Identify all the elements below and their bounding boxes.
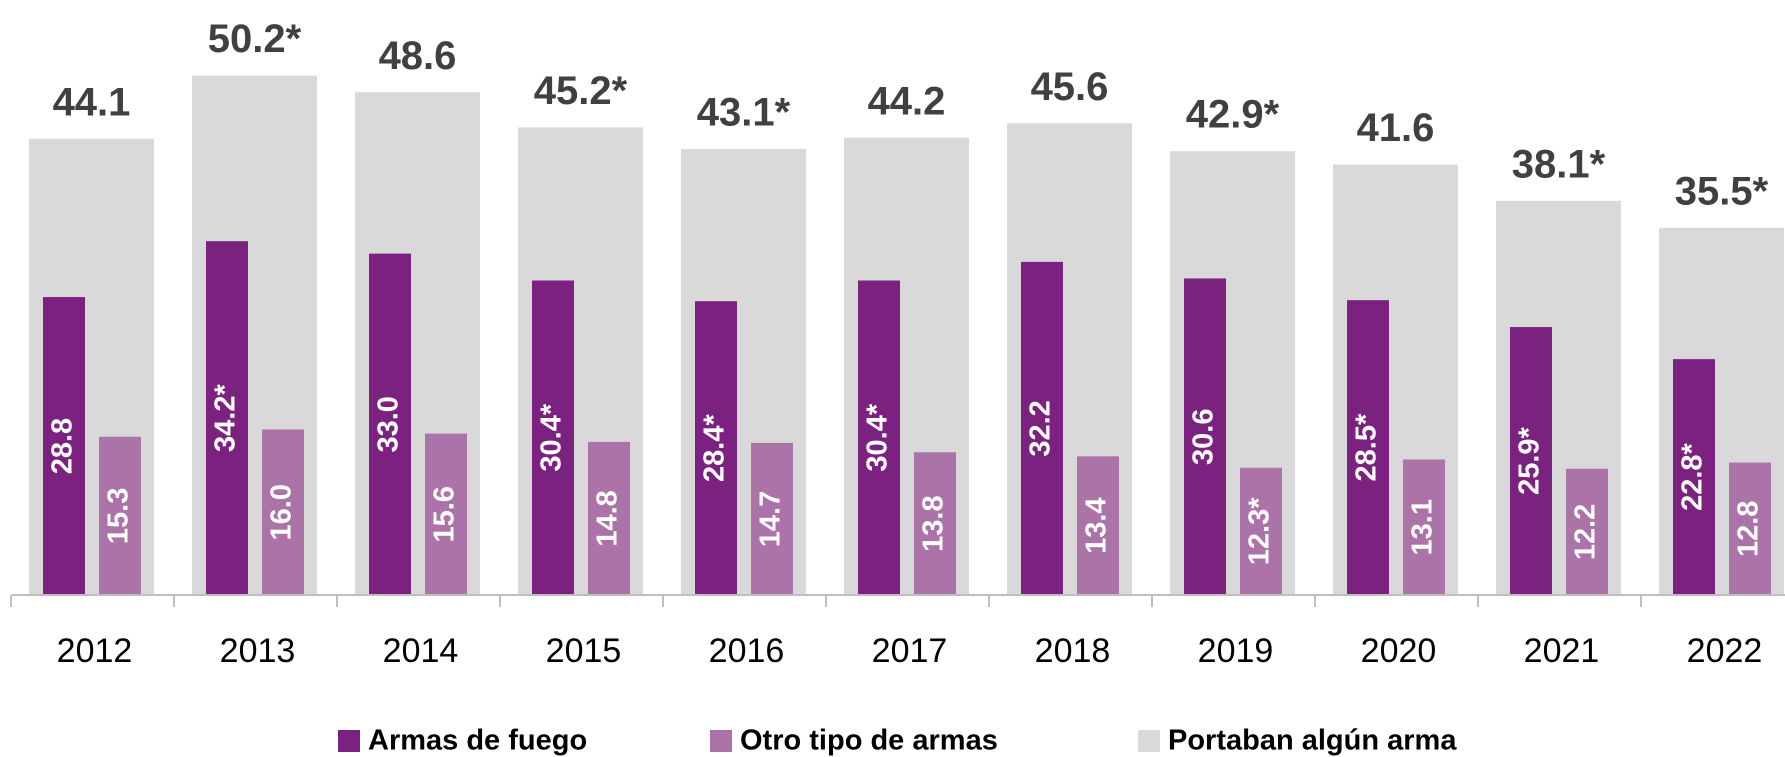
bar: [1021, 261, 1063, 595]
bar: [425, 433, 467, 595]
value-label: 48.6: [379, 34, 457, 78]
x-tick-label: 2016: [709, 632, 785, 670]
value-label: 15.3: [103, 488, 135, 544]
bar: [1184, 278, 1226, 595]
value-label: 44.1: [53, 80, 131, 124]
value-label: 13.4: [1081, 497, 1113, 553]
bar: [1673, 359, 1715, 595]
value-label: 22.8*: [1677, 442, 1709, 510]
legend-swatch: [338, 730, 360, 752]
value-label: 35.5*: [1675, 169, 1769, 213]
value-label: 30.6: [1188, 408, 1220, 464]
bar: [43, 297, 85, 595]
value-label: 30.4*: [862, 403, 894, 471]
legend-label: Portaban algún arma: [1168, 725, 1457, 757]
x-tick-label: 2013: [220, 632, 296, 670]
value-label: 43.1*: [697, 91, 791, 135]
value-label: 38.1*: [1512, 142, 1606, 186]
bar: [1347, 300, 1389, 595]
value-label: 13.8: [918, 495, 950, 551]
x-tick-label: 2019: [1198, 632, 1274, 670]
bar: [369, 253, 411, 595]
value-label: 41.6: [1357, 106, 1435, 150]
value-label: 15.6: [429, 486, 461, 542]
bar: [532, 280, 574, 595]
bar: [1510, 327, 1552, 595]
bar: [1240, 467, 1282, 595]
bar: [751, 442, 793, 595]
bar: [262, 429, 304, 595]
value-label: 12.3*: [1244, 497, 1276, 565]
value-label: 28.4*: [699, 414, 731, 482]
bar: [1077, 456, 1119, 595]
value-label: 28.8: [47, 418, 79, 474]
legend-label: Armas de fuego: [368, 725, 587, 757]
x-tick-label: 2021: [1524, 632, 1600, 670]
bar: [1729, 462, 1771, 595]
value-label: 25.9*: [1514, 426, 1546, 494]
value-label: 13.1: [1407, 499, 1439, 555]
value-label: 14.8: [592, 490, 624, 546]
bar: [695, 301, 737, 595]
x-tick-label: 2018: [1035, 632, 1111, 670]
value-label: 14.7: [755, 491, 787, 547]
value-label: 32.2: [1025, 400, 1057, 456]
x-tick-label: 2012: [57, 632, 133, 670]
value-label: 12.8: [1733, 501, 1765, 557]
bar: [858, 280, 900, 595]
bar: [914, 452, 956, 595]
value-label: 30.4*: [536, 403, 568, 471]
bar: [99, 436, 141, 595]
value-label: 34.2*: [210, 384, 242, 452]
value-label: 45.6: [1031, 65, 1109, 109]
x-tick-label: 2017: [872, 632, 948, 670]
value-label: 50.2*: [208, 17, 302, 61]
bar: [1566, 468, 1608, 595]
legend-swatch: [1138, 730, 1160, 752]
x-tick-label: 2020: [1361, 632, 1437, 670]
value-label: 42.9*: [1186, 93, 1280, 137]
x-tick-label: 2015: [546, 632, 622, 670]
value-label: 28.5*: [1351, 413, 1383, 481]
legend-swatch: [710, 730, 732, 752]
value-label: 33.0: [373, 396, 405, 452]
value-label: 45.2*: [534, 69, 628, 113]
bar: [588, 441, 630, 595]
bar: [206, 241, 248, 595]
value-label: 12.2: [1570, 504, 1602, 560]
x-tick-label: 2022: [1687, 632, 1763, 670]
value-label: 44.2: [868, 79, 946, 123]
legend-label: Otro tipo de armas: [740, 725, 998, 757]
bar: [1403, 459, 1445, 595]
value-label: 16.0: [266, 484, 298, 540]
x-tick-label: 2014: [383, 632, 459, 670]
